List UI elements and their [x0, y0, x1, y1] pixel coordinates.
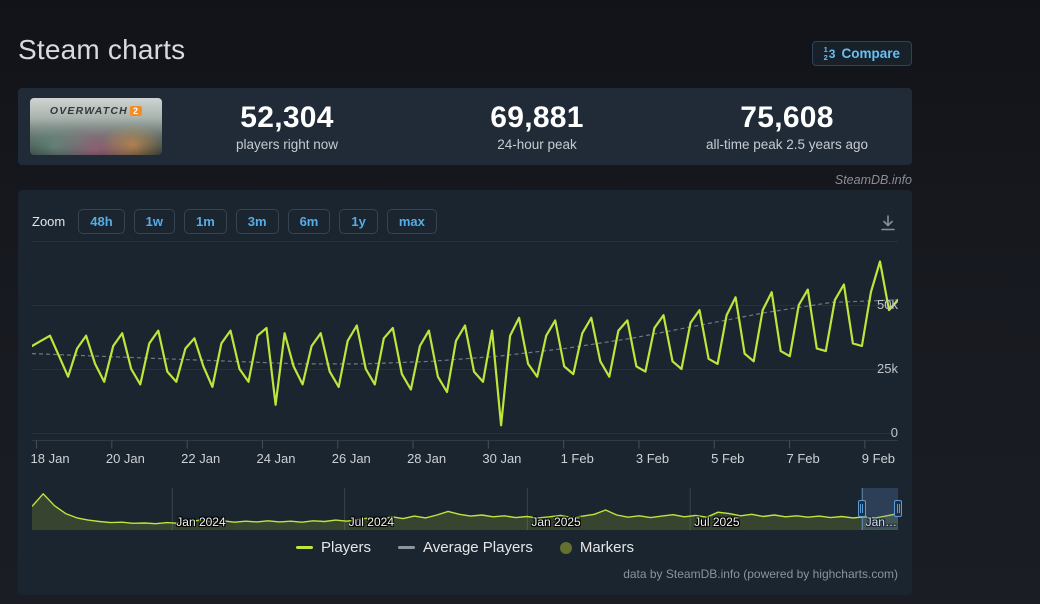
x-axis-label: 18 Jan: [30, 451, 70, 466]
alltime-peak-value: 75,608: [740, 101, 834, 134]
game-capsule-image[interactable]: OVERWATCH 2: [30, 98, 162, 155]
navigator-handle-right[interactable]: [894, 500, 902, 517]
y-axis-label: 25k: [877, 361, 898, 376]
range-button-max[interactable]: max: [386, 209, 437, 234]
stats-columns: 52,304 players right now 69,881 24-hour …: [162, 101, 912, 152]
navigator-selection[interactable]: [861, 488, 898, 530]
navigator-label: Jan 2024: [176, 515, 226, 529]
range-button-3m[interactable]: 3m: [235, 209, 279, 234]
main-chart-plot[interactable]: 50k 25k 0: [30, 241, 900, 449]
range-button-1w[interactable]: 1w: [133, 209, 175, 234]
chart-legend: Players Average Players Markers: [18, 539, 912, 556]
y-axis-label: 50k: [877, 297, 898, 312]
stat-alltime-peak: 75,608 all-time peak 2.5 years ago: [662, 101, 912, 152]
stats-panel: OVERWATCH 2 52,304 players right now 69,8…: [18, 88, 912, 165]
x-axis-label: 20 Jan: [105, 451, 145, 466]
x-axis-label: 24 Jan: [256, 451, 296, 466]
alltime-peak-label: all-time peak 2.5 years ago: [705, 137, 869, 152]
x-axis-label: 26 Jan: [331, 451, 371, 466]
range-button-48h[interactable]: 48h: [78, 209, 125, 234]
x-axis-label: 9 Feb: [861, 451, 896, 466]
stat-current-players: 52,304 players right now: [162, 101, 412, 152]
legend-item-markers[interactable]: Markers: [559, 539, 634, 556]
current-players-label: players right now: [235, 137, 339, 152]
stat-24h-peak: 69,881 24-hour peak: [412, 101, 662, 152]
download-icon[interactable]: [876, 212, 900, 236]
navigator-label: Jul 2025: [694, 515, 740, 529]
navigator-area-chart: [31, 488, 899, 530]
legend-label: Players: [321, 539, 372, 556]
y-axis-label: 0: [890, 425, 898, 440]
peak-24h-value: 69,881: [490, 101, 584, 134]
range-button-1y[interactable]: 1y: [339, 209, 378, 234]
steamdb-watermark: SteamDB.info: [834, 173, 912, 187]
peak-24h-label: 24-hour peak: [497, 137, 577, 152]
legend-swatch: [296, 546, 313, 549]
navigator-label: Jul 2024: [348, 515, 394, 529]
navigator-label: Jan 2025: [531, 515, 581, 529]
x-axis-label: 1 Feb: [560, 451, 594, 466]
chart-credit[interactable]: data by SteamDB.info (powered by highcha…: [623, 567, 898, 581]
x-axis-label: 7 Feb: [786, 451, 820, 466]
legend-label: Markers: [579, 539, 634, 556]
x-axis-labels: 18 Jan 20 Jan 22 Jan 24 Jan 26 Jan 28 Jan 30 J…: [30, 451, 898, 469]
x-axis-label: 5 Feb: [711, 451, 745, 466]
legend-swatch: [398, 546, 416, 549]
x-axis-label: 30 Jan: [482, 451, 522, 466]
range-button-6m[interactable]: 6m: [287, 209, 331, 234]
players-line-chart: [30, 241, 900, 449]
page-title: Steam charts: [18, 34, 186, 65]
zoom-label: Zoom: [32, 214, 66, 229]
game-logo: OVERWATCH 2: [30, 105, 162, 117]
x-axis-label: 3 Feb: [635, 451, 670, 466]
zoom-toolbar: Zoom 48h 1w 1m 3m 6m 1y max: [32, 209, 437, 234]
chart-panel: Zoom 48h 1w 1m 3m 6m 1y max 50k 25k 0 18 Jan 20 J…: [18, 190, 912, 595]
x-axis-label: 28 Jan: [407, 451, 447, 466]
legend-item-average-players[interactable]: Average Players: [398, 539, 533, 556]
legend-label: Average Players: [423, 539, 533, 556]
current-players-value: 52,304: [240, 101, 334, 134]
zoom-range-buttons: 48h 1w 1m 3m 6m 1y max: [78, 209, 437, 234]
compare-button-label: Compare: [841, 46, 900, 61]
range-button-1m[interactable]: 1m: [183, 209, 227, 234]
game-logo-suffix: 2: [129, 106, 143, 116]
x-axis-label: 22 Jan: [181, 451, 221, 466]
navigator-handle-left[interactable]: [857, 500, 866, 517]
legend-item-players[interactable]: Players: [296, 539, 371, 556]
legend-swatch: [559, 541, 572, 554]
